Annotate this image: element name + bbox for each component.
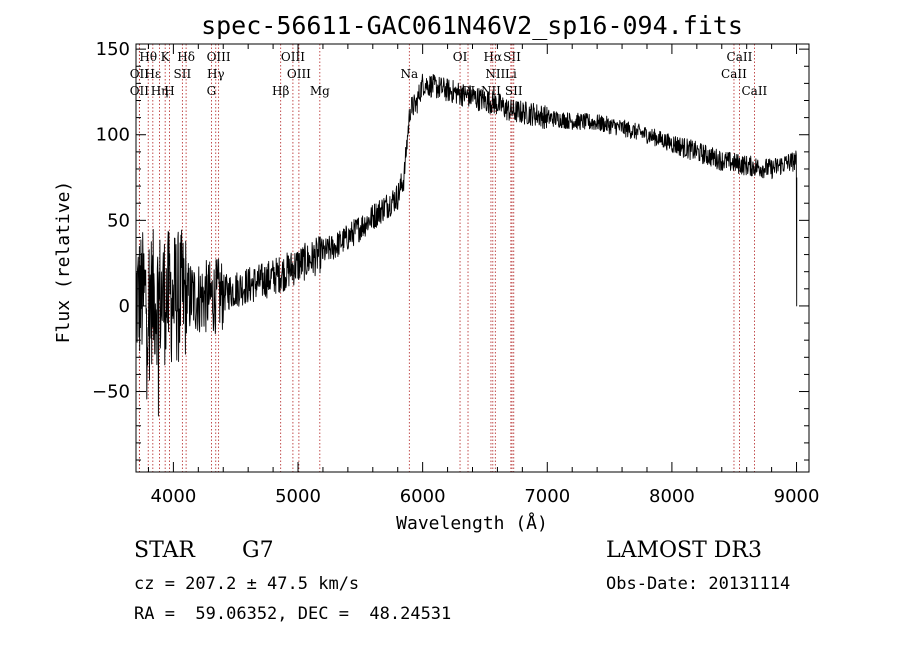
spectral-line-label: OIII: [207, 50, 231, 64]
redshift-readout: cz = 207.2 ± 47.5 km/s: [134, 574, 360, 594]
spectral-line-label: CaII: [727, 50, 753, 64]
spectral-line-label: Hδ: [177, 50, 195, 64]
spectral-line-label: Hε: [144, 67, 161, 81]
spectral-line-label: OI: [453, 50, 468, 64]
spectral-line-label: Hγ: [207, 67, 225, 81]
plot-frame: [135, 43, 810, 473]
spectral-line-label: Li: [505, 67, 517, 81]
spectral-line-label: SII: [174, 67, 192, 81]
y-tick-label: −50: [92, 382, 130, 403]
spectral-line-label: Hη: [151, 84, 169, 98]
y-tick-label: 50: [107, 210, 130, 231]
chart-title: spec-56611-GAC061N46V2_sp16-094.fits: [201, 11, 743, 40]
x-tick-label: 9000: [774, 486, 820, 507]
survey-name: LAMOST DR3: [606, 538, 762, 563]
spectral-line-label: SII: [505, 84, 523, 98]
spectral-line-label: H: [164, 84, 174, 98]
spectral-line-label: K: [161, 50, 171, 64]
spectral-line-label: NII: [485, 67, 505, 81]
spectrum-line: [135, 73, 798, 417]
obs-date: Obs-Date: 20131114: [606, 574, 791, 594]
y-tick-label: 150: [96, 39, 130, 60]
spectral-line-label: Hα: [484, 50, 503, 64]
spectral-line-label: OII: [130, 84, 150, 98]
spectral-line-label: CaII: [741, 84, 767, 98]
x-tick-label: 7000: [524, 486, 570, 507]
spectral-line-label: OII: [130, 67, 150, 81]
spectral-line-label: OIII: [287, 67, 311, 81]
spectral-line-label: Hβ: [272, 84, 289, 98]
spectral-line-label: OIII: [281, 50, 305, 64]
x-tick-label: 8000: [649, 486, 695, 507]
spectral-line-label: G: [207, 84, 217, 98]
y-axis: −50 0 50 100 150: [92, 39, 809, 461]
object-class: STAR: [134, 538, 195, 563]
coordinates: RA = 59.06352, DEC = 48.24531: [134, 604, 452, 624]
x-tick-label: 6000: [400, 486, 446, 507]
spectral-line-label: CaII: [721, 67, 747, 81]
x-tick-label: 5000: [275, 486, 321, 507]
spectral-line-label: Mg: [310, 84, 330, 98]
spectral-line-label: Hθ: [139, 50, 157, 64]
spectral-line-label: Na: [400, 67, 418, 81]
x-axis: 4000 5000 6000 7000 8000 9000: [147, 44, 820, 507]
spectral-line-label: SII: [503, 50, 521, 64]
y-tick-label: 0: [119, 296, 130, 317]
x-tick-label: 4000: [150, 486, 196, 507]
y-axis-label: Flux (relative): [53, 181, 74, 344]
object-subclass: G7: [242, 538, 274, 563]
spectral-line-label: NII: [481, 84, 501, 98]
spectrum-series: [135, 73, 798, 417]
x-axis-label: Wavelength (Å): [396, 512, 548, 534]
y-tick-label: 100: [96, 125, 130, 146]
